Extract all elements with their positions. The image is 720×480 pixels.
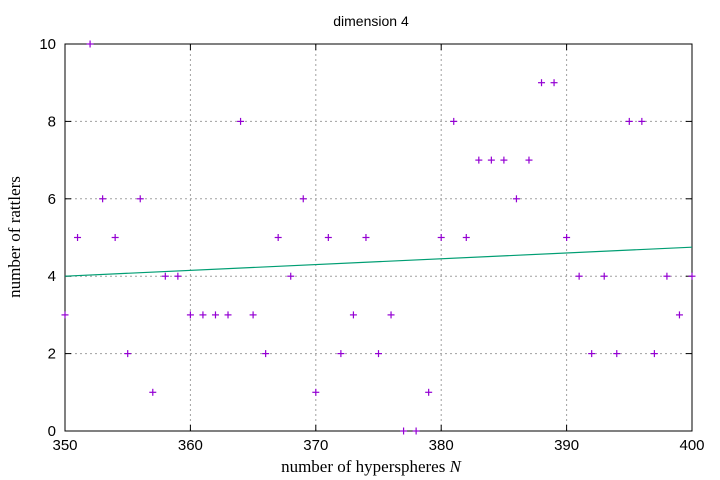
data-point: [550, 79, 558, 87]
data-point: [650, 350, 658, 358]
data-point: [362, 234, 370, 241]
data-point: [688, 272, 696, 280]
y-tick-label: 6: [48, 191, 56, 208]
plot-frame: [64, 43, 693, 432]
data-point: [337, 350, 345, 358]
data-point: [412, 427, 420, 435]
y-tick-label: 4: [48, 268, 56, 285]
data-point: [675, 311, 683, 319]
data-point: [525, 156, 533, 164]
x-tick-label: 360: [178, 437, 203, 454]
data-point: [237, 117, 245, 125]
data-point: [575, 272, 583, 280]
x-axis-label-text: number of hyperspheres: [281, 457, 445, 476]
y-tick-label: 2: [48, 346, 56, 363]
data-point: [462, 234, 470, 241]
grid-layer: [65, 44, 692, 431]
x-axis-label-var: N: [449, 457, 463, 476]
y-axis-label: number of rattlers: [5, 176, 24, 298]
data-point: [287, 272, 295, 280]
y-tick-label: 0: [48, 423, 56, 440]
chart-title: dimension 4: [333, 13, 409, 29]
data-point: [600, 272, 608, 280]
data-point: [512, 195, 520, 203]
fit-line-layer: [64, 246, 693, 277]
data-point: [312, 388, 320, 396]
x-tick-label: 350: [52, 437, 77, 454]
data-point: [437, 234, 445, 241]
ticks-layer: 350 360 370 380 390 400 0 2 4 6 8 10: [39, 36, 704, 454]
x-tick-label: 390: [554, 437, 579, 454]
data-point: [299, 195, 307, 203]
data-point: [124, 350, 132, 358]
data-point: [61, 311, 69, 319]
data-point: [224, 311, 232, 319]
data-point: [613, 350, 621, 358]
x-tick-label: 370: [303, 437, 328, 454]
data-point: [500, 156, 508, 164]
data-point: [274, 234, 282, 241]
data-point: [375, 350, 382, 358]
data-point: [136, 195, 144, 203]
data-point: [161, 272, 169, 280]
x-axis-label: number of hyperspheres N: [281, 457, 463, 476]
data-point: [149, 388, 157, 396]
data-point: [663, 272, 671, 280]
data-point: [111, 234, 119, 241]
y-tick-label: 10: [39, 36, 56, 53]
data-point: [400, 427, 408, 435]
data-point: [262, 350, 270, 358]
data-point: [99, 195, 107, 203]
data-point: [638, 117, 646, 125]
x-tick-label: 380: [429, 437, 454, 454]
data-point: [475, 156, 483, 164]
data-point: [538, 79, 546, 87]
data-point: [211, 311, 219, 319]
y-tick-label: 8: [48, 113, 56, 130]
fit-line: [64, 246, 693, 277]
data-point: [425, 388, 433, 396]
data-point: [324, 234, 332, 241]
data-point: [349, 311, 357, 319]
data-point: [450, 117, 458, 125]
data-point: [199, 311, 207, 319]
data-point: [186, 311, 194, 319]
data-point: [487, 156, 495, 164]
data-point: [625, 117, 633, 125]
data-point: [563, 234, 571, 241]
data-point: [74, 234, 82, 241]
data-point: [387, 311, 395, 319]
x-tick-label: 400: [679, 437, 704, 454]
points-layer: [61, 40, 696, 435]
data-point: [588, 350, 596, 358]
data-point: [249, 311, 257, 319]
data-point: [86, 40, 94, 48]
data-point: [174, 272, 182, 280]
